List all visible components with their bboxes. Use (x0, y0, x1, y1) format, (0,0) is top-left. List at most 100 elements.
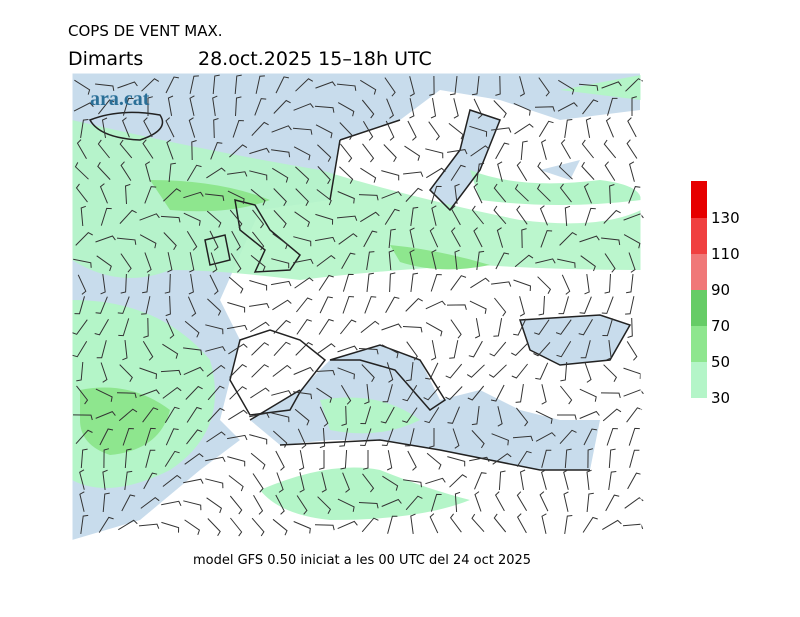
wind-barb (471, 406, 480, 426)
wind-barb (602, 519, 622, 531)
wind-barb (80, 205, 86, 227)
wind-barb (471, 76, 480, 96)
wind-barb (188, 117, 196, 138)
wind-barb (536, 184, 551, 202)
wind-barb (363, 230, 378, 248)
wind-barb (405, 297, 423, 312)
wind-barb (406, 362, 414, 382)
wind-barb (142, 139, 154, 159)
wind-barb (340, 385, 352, 405)
wind-barb (271, 149, 291, 158)
wind-barb (578, 83, 599, 91)
wind-barb (273, 319, 291, 334)
wind-barb (74, 162, 89, 180)
wind-barb (493, 318, 503, 337)
wind-barb (449, 340, 459, 359)
wind-barb (187, 296, 197, 317)
wind-barb (293, 146, 311, 161)
wind-barb (79, 491, 85, 512)
wind-barb (476, 162, 485, 182)
wind-barb (71, 319, 88, 335)
wind-barb (474, 318, 481, 339)
wind-barb (184, 519, 200, 535)
wind-barb (623, 234, 641, 249)
wind-barb (296, 495, 308, 515)
wind-barb (164, 450, 180, 467)
wind-barb (76, 139, 87, 160)
wind-barb (537, 161, 551, 180)
wind-barb (271, 258, 290, 269)
wind-barb (623, 213, 644, 221)
wind-barb (604, 273, 611, 294)
wind-barb (606, 340, 612, 361)
wind-barb (315, 124, 333, 139)
wind-barb (80, 119, 89, 138)
wind-barb (145, 449, 156, 468)
wind-barb (425, 362, 439, 380)
wind-barb (142, 407, 159, 423)
wind-barb (386, 98, 395, 119)
wind-barb (410, 272, 419, 292)
wind-barb (163, 188, 182, 202)
wind-barb (474, 491, 482, 512)
wind-barb (580, 255, 596, 272)
wind-barb (429, 513, 439, 534)
wind-barb (95, 388, 113, 402)
wind-barb (339, 428, 349, 447)
wind-barb (227, 324, 248, 331)
wind-barb (580, 340, 591, 359)
wind-barb (578, 318, 593, 336)
wind-barb (234, 74, 242, 95)
wind-barb (579, 388, 597, 402)
wind-barb (382, 475, 399, 491)
wind-barb (186, 429, 203, 445)
wind-barb (316, 387, 333, 403)
wind-barb (426, 167, 446, 179)
wind-barb (495, 252, 510, 270)
wind-barb (183, 366, 204, 376)
wind-barb (450, 319, 462, 339)
wind-barb (124, 448, 132, 469)
wind-barb (142, 341, 154, 361)
wind-barb (315, 236, 336, 243)
wind-barb (516, 205, 528, 225)
wind-barb (275, 494, 285, 515)
legend-swatch (691, 254, 707, 290)
wind-barb (519, 76, 525, 97)
wind-barb (429, 227, 439, 248)
wind-barb (118, 408, 138, 422)
wind-barb (585, 117, 592, 138)
wind-barb (489, 341, 507, 357)
baltic (430, 110, 580, 210)
wind-barb (341, 405, 347, 426)
wind-barb (271, 412, 290, 423)
wind-barb (317, 166, 331, 185)
wind-barb (95, 83, 115, 91)
wind-barb (497, 161, 503, 182)
wind-barb (230, 253, 242, 273)
wind-barb (295, 166, 310, 184)
wind-barb (383, 144, 397, 163)
wind-barb (385, 120, 395, 141)
wind-barb (384, 208, 400, 225)
wind-barb (249, 170, 268, 181)
wind-barb (295, 341, 313, 356)
wind-barb (469, 300, 487, 314)
wind-barb (579, 296, 592, 314)
wind-barb (403, 171, 424, 177)
wind-barb (366, 251, 375, 270)
wind-barb (448, 123, 464, 140)
wind-barb (141, 78, 160, 92)
wind-barb (318, 274, 334, 291)
logo: ara.cat (90, 88, 150, 110)
wind-barb (452, 428, 460, 449)
wind-barb (515, 384, 524, 403)
wind-barb (210, 252, 218, 273)
wind-barb (608, 471, 617, 490)
wind-barb (360, 211, 380, 223)
wind-barb (337, 498, 355, 512)
wind-barb (120, 273, 127, 294)
wind-barb (360, 320, 380, 333)
wind-barb (450, 227, 461, 248)
